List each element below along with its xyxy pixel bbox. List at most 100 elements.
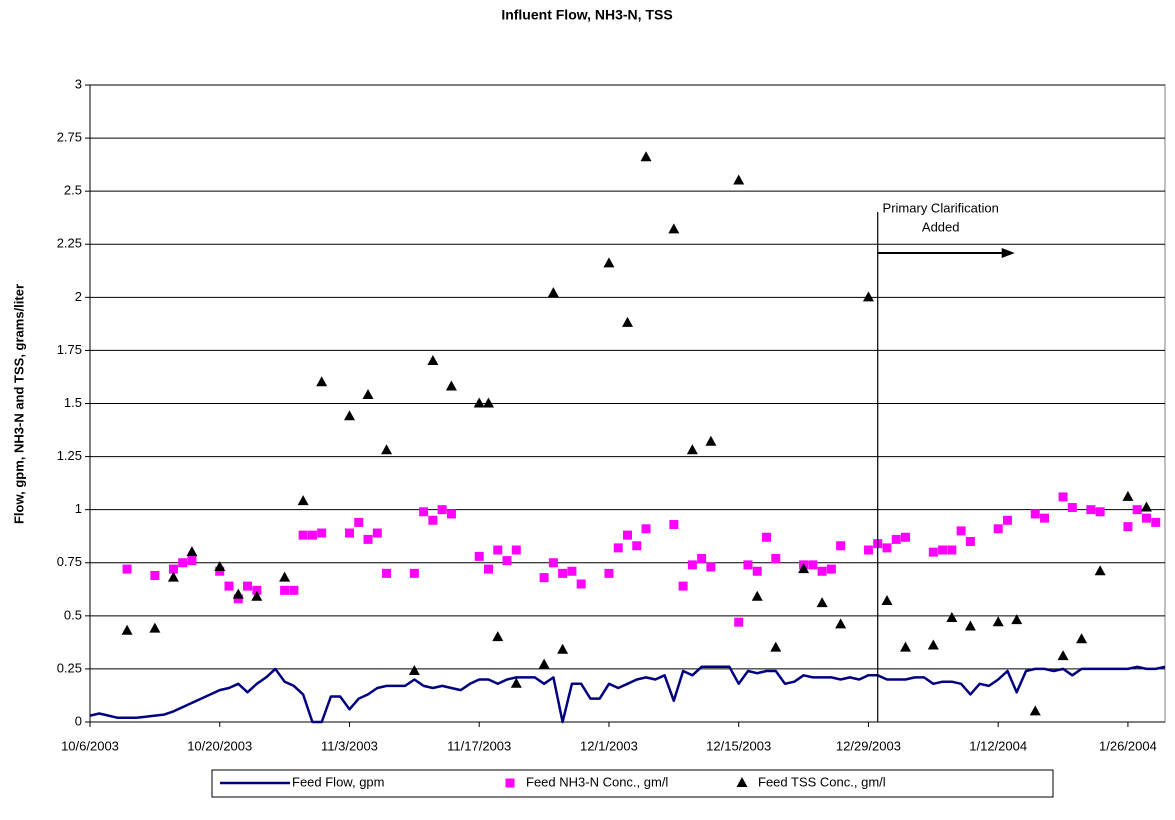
square-point — [428, 515, 438, 525]
square-point — [372, 528, 382, 538]
legend-label: Feed TSS Conc., gm/l — [758, 774, 886, 789]
square-point — [493, 545, 503, 555]
y-tick-label: 1.75 — [57, 342, 82, 357]
square-point — [307, 530, 317, 540]
square-point — [539, 573, 549, 583]
square-point — [224, 581, 234, 591]
square-point — [669, 520, 679, 530]
square-point — [697, 554, 707, 564]
square-point — [808, 560, 818, 570]
y-tick-label: 0 — [75, 713, 82, 728]
x-tick-label: 12/1/2003 — [580, 738, 638, 753]
square-point — [178, 558, 188, 568]
triangle-point — [167, 571, 179, 582]
square-point — [1030, 509, 1040, 519]
square-point — [882, 543, 892, 553]
triangle-point — [492, 631, 504, 642]
legend-swatch — [505, 778, 515, 788]
triangle-point — [686, 444, 698, 455]
square-point — [474, 551, 484, 561]
triangle-point — [473, 397, 485, 408]
triangle-point — [1011, 614, 1023, 625]
square-point — [122, 564, 132, 574]
square-point — [938, 545, 948, 555]
legend-swatch — [736, 777, 748, 787]
triangle-point — [1122, 490, 1134, 501]
square-point — [317, 528, 327, 538]
square-point — [344, 528, 354, 538]
square-point — [243, 581, 253, 591]
square-point — [687, 560, 697, 570]
x-tick-label: 11/17/2003 — [447, 738, 511, 753]
triangle-point — [816, 597, 828, 608]
y-tick-label: 1.5 — [64, 395, 82, 410]
square-point — [150, 570, 160, 580]
triangle-point — [547, 287, 559, 298]
triangle-point — [445, 380, 457, 391]
square-point — [548, 558, 558, 568]
triangle-point — [316, 376, 328, 387]
square-point — [187, 556, 197, 566]
legend-box — [211, 769, 1054, 798]
square-point — [928, 547, 938, 557]
y-tick-label: 1 — [75, 501, 82, 516]
x-tick-label: 1/26/2004 — [1099, 738, 1157, 753]
y-tick-label: 2.5 — [64, 183, 82, 198]
square-point — [762, 532, 772, 542]
square-point — [233, 594, 243, 604]
triangle-point — [279, 571, 291, 582]
legend-label: Feed Flow, gpm — [292, 774, 385, 789]
square-point — [409, 568, 419, 578]
y-tick-label: 2 — [75, 289, 82, 304]
triangle-point — [251, 590, 263, 601]
square-point — [604, 568, 614, 578]
square-point — [623, 530, 632, 540]
triangle-point — [964, 620, 976, 631]
x-tick-label: 10/20/2003 — [187, 738, 252, 753]
square-point — [567, 566, 577, 576]
square-point — [437, 505, 447, 515]
square-point — [817, 566, 827, 576]
triangle-point — [1094, 565, 1106, 576]
triangle-point — [121, 624, 133, 635]
triangle-point — [798, 563, 810, 574]
triangle-point — [1057, 650, 1069, 661]
triangle-point — [427, 355, 439, 366]
y-tick-label: 0.5 — [64, 607, 82, 622]
triangle-point — [538, 658, 550, 669]
triangle-point — [751, 590, 763, 601]
triangle-point — [343, 410, 355, 421]
square-point — [901, 532, 911, 542]
triangle-point — [927, 639, 939, 650]
x-tick-label: 12/15/2003 — [706, 738, 771, 753]
square-point — [734, 617, 744, 627]
square-point — [483, 564, 493, 574]
square-point — [678, 581, 688, 591]
square-point — [289, 585, 299, 595]
triangle-point — [557, 643, 569, 654]
triangle-point — [705, 435, 717, 446]
chart-title: Influent Flow, NH3-N, TSS — [501, 7, 672, 23]
triangle-point — [900, 641, 912, 652]
square-point — [382, 568, 392, 578]
triangle-point — [214, 560, 226, 571]
annotation-text: Primary Clarification — [883, 200, 999, 215]
square-point — [1123, 522, 1133, 532]
triangle-point — [640, 151, 652, 162]
x-tick-label: 11/3/2003 — [321, 738, 378, 753]
triangle-point — [862, 291, 874, 302]
square-point — [168, 564, 178, 574]
legend-label: Feed NH3-N Conc., gm/l — [526, 774, 668, 789]
square-point — [354, 517, 364, 527]
y-tick-label: 2.75 — [57, 130, 82, 145]
square-point — [419, 507, 429, 517]
annotation-text: Added — [922, 219, 960, 234]
square-point — [752, 566, 762, 576]
square-point — [1086, 505, 1096, 515]
square-point — [576, 579, 586, 589]
square-point — [215, 566, 225, 576]
square-point — [1132, 505, 1142, 515]
square-point — [1095, 507, 1105, 517]
square-point — [1141, 513, 1151, 523]
